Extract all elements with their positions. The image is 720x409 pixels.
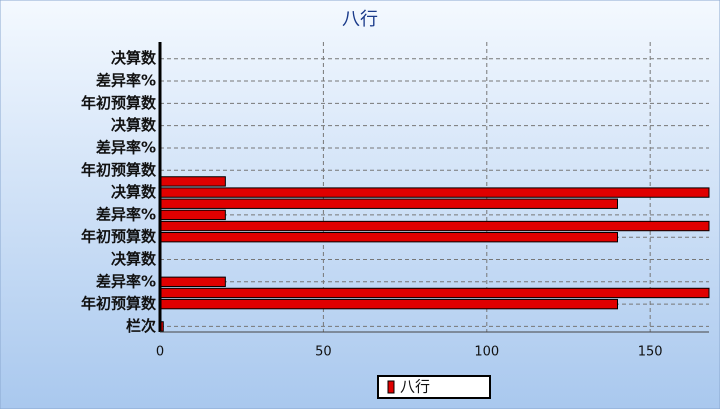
bar: [159, 176, 226, 187]
y-tick-label: 差异率%: [96, 72, 156, 90]
y-tick-label: 差异率%: [96, 272, 156, 290]
x-tick-label: 100: [474, 345, 499, 360]
bar: [159, 209, 226, 221]
legend-swatch: [387, 380, 395, 394]
bar: [159, 287, 710, 299]
bar: [159, 187, 710, 198]
y-tick-label: 栏次: [126, 317, 156, 335]
y-tick-label: 年初预算数: [81, 94, 157, 112]
chart-title: 八行: [342, 9, 378, 30]
legend-label: 八行: [400, 378, 430, 396]
x-tick-label: 50: [315, 345, 332, 360]
bar: [159, 298, 618, 310]
y-tick-label: 年初预算数: [81, 161, 157, 179]
legend-box: [377, 375, 491, 399]
x-tick-label: 150: [638, 345, 663, 360]
bar: [159, 220, 710, 232]
bar: [159, 232, 618, 243]
y-tick-label: 决算数: [111, 49, 157, 67]
y-tick-label: 决算数: [111, 116, 157, 134]
x-tick-label: 0: [156, 345, 164, 360]
y-tick-label: 差异率%: [96, 205, 156, 223]
y-tick-label: 年初预算数: [81, 295, 157, 313]
bar: [159, 198, 618, 209]
y-tick-label: 年初预算数: [81, 228, 157, 246]
y-tick-label: 决算数: [111, 250, 157, 268]
y-tick-label: 决算数: [111, 183, 157, 201]
y-tick-label: 差异率%: [96, 138, 156, 156]
bar: [159, 276, 226, 287]
